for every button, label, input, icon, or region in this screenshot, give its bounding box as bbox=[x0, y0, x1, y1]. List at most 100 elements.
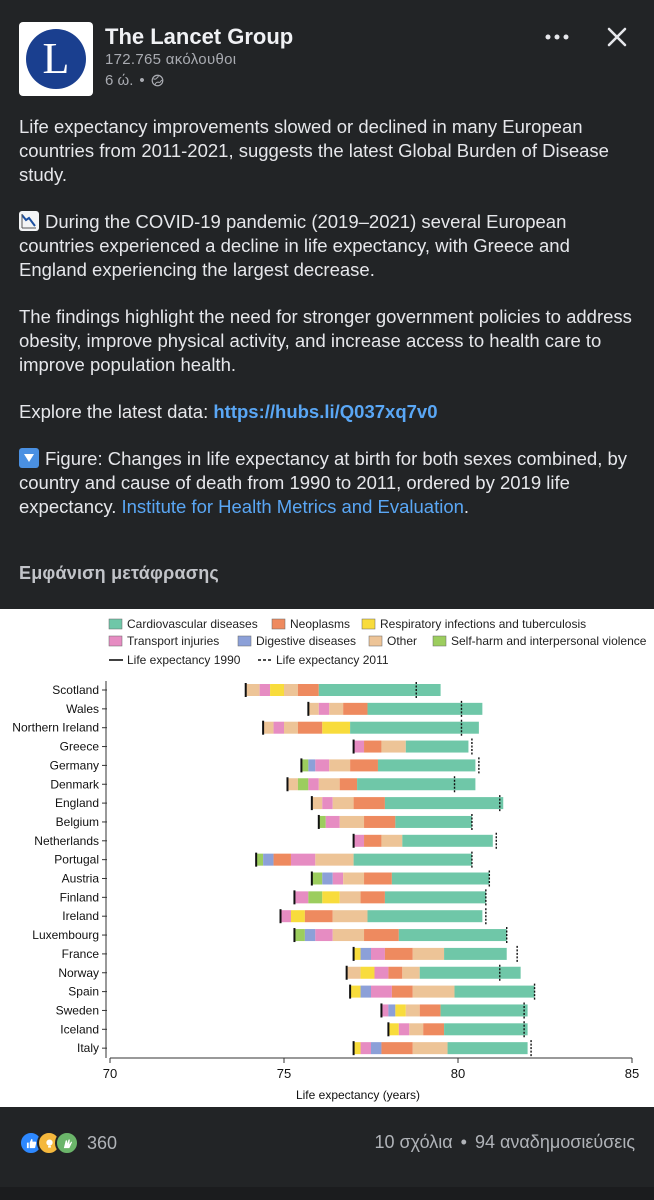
ihme-link[interactable]: Institute for Health Metrics and Evaluat… bbox=[121, 496, 464, 517]
country-row: England bbox=[55, 795, 504, 812]
country-label: Netherlands bbox=[34, 834, 99, 848]
bar-segment bbox=[371, 947, 385, 960]
reactions-summary[interactable]: 360 bbox=[19, 1131, 117, 1155]
engagement-stats: 10 σχόλια • 94 αναδημοσιεύσεις bbox=[374, 1132, 635, 1153]
caption-end: . bbox=[463, 496, 470, 517]
country-row: Finland bbox=[60, 889, 487, 906]
country-row: Luxembourg bbox=[32, 927, 508, 944]
bar-segment bbox=[273, 853, 291, 866]
country-label: Sweden bbox=[56, 1003, 99, 1017]
figure-caption: Figure: Changes in life expectancy at bi… bbox=[19, 448, 628, 517]
bar-segment bbox=[423, 1023, 445, 1036]
bar-segment bbox=[371, 1042, 382, 1055]
country-label: Norway bbox=[58, 966, 99, 980]
post-time[interactable]: 6 ώ. bbox=[105, 72, 134, 89]
bar-segment bbox=[308, 778, 319, 791]
country-row: Italy bbox=[77, 1040, 532, 1057]
bar-segment bbox=[339, 778, 358, 791]
bar-segment bbox=[357, 778, 476, 791]
country-row: Belgium bbox=[56, 813, 473, 830]
bar-segment bbox=[290, 853, 316, 866]
legend-swatch bbox=[368, 635, 383, 647]
bar-segment bbox=[360, 947, 371, 960]
bar-segment bbox=[364, 872, 392, 885]
x-tick-label: 70 bbox=[103, 1066, 117, 1081]
legend-label: Life expectancy 2011 bbox=[276, 653, 389, 667]
legend-label: Life expectancy 1990 bbox=[127, 653, 241, 667]
bar-segment bbox=[360, 891, 385, 904]
bar-segment bbox=[263, 853, 274, 866]
bar-segment bbox=[353, 947, 361, 960]
bar-segment bbox=[405, 740, 469, 753]
country-label: Denmark bbox=[50, 777, 100, 791]
bar-segment bbox=[256, 853, 264, 866]
country-row: Iceland bbox=[60, 1021, 528, 1038]
bar-segment bbox=[391, 985, 413, 998]
legend-swatch bbox=[108, 635, 123, 647]
bar-segment bbox=[297, 721, 323, 734]
country-row: France bbox=[62, 945, 518, 962]
bar-segment bbox=[371, 985, 392, 998]
bottom-action-bar bbox=[0, 1187, 654, 1200]
country-label: Northern Ireland bbox=[12, 721, 99, 735]
country-row: Austria bbox=[62, 870, 491, 887]
bar-segment bbox=[315, 929, 333, 942]
see-translation-button[interactable]: Εμφάνιση μετάφρασης bbox=[19, 563, 219, 583]
country-row: Spain bbox=[68, 983, 536, 1000]
legend-label: Cardiovascular diseases bbox=[127, 617, 258, 631]
bar-segment bbox=[346, 966, 361, 979]
down-arrow-button-icon bbox=[19, 448, 39, 468]
bar-segment bbox=[388, 1023, 399, 1036]
legend-swatch bbox=[271, 618, 286, 630]
post-paragraph-1: Life expectancy improvements slowed or d… bbox=[19, 116, 609, 185]
close-icon[interactable] bbox=[606, 26, 628, 48]
x-tick-label: 80 bbox=[451, 1066, 465, 1081]
chart-decreasing-icon bbox=[19, 211, 39, 231]
country-row: Greece bbox=[60, 738, 473, 755]
bar-segment bbox=[364, 834, 382, 847]
country-row: Denmark bbox=[50, 776, 476, 793]
bar-segment bbox=[402, 834, 493, 847]
country-row: Ireland bbox=[62, 908, 487, 925]
page-avatar[interactable]: L bbox=[19, 22, 93, 96]
chart-axes: 70 75 80 85 Life expectancy (years) bbox=[103, 681, 639, 1102]
country-label: Ireland bbox=[62, 909, 99, 923]
page-name[interactable]: The Lancet Group bbox=[105, 24, 294, 49]
data-link[interactable]: https://hubs.li/Q037xq7v0 bbox=[213, 401, 438, 422]
x-axis-label: Life expectancy (years) bbox=[296, 1088, 420, 1102]
bar-segment bbox=[353, 1042, 361, 1055]
more-options-icon[interactable] bbox=[544, 24, 570, 50]
comments-count[interactable]: 10 σχόλια bbox=[374, 1132, 453, 1152]
bar-segment bbox=[270, 684, 284, 696]
bar-segment bbox=[322, 721, 351, 734]
legend-label: Digestive diseases bbox=[256, 634, 356, 648]
bar-segment bbox=[360, 1042, 371, 1055]
post-paragraph-2: During the COVID-19 pandemic (2019–2021)… bbox=[19, 210, 637, 282]
bar-segment bbox=[364, 740, 382, 753]
bar-segment bbox=[360, 985, 371, 998]
legend-label: Self-harm and interpersonal violence bbox=[451, 634, 647, 648]
bar-segment bbox=[412, 985, 455, 998]
explore-label: Explore the latest data: bbox=[19, 401, 214, 422]
country-row: Norway bbox=[58, 964, 521, 981]
bar-segment bbox=[311, 797, 323, 810]
bar-segment bbox=[419, 1004, 441, 1017]
country-row: Scotland bbox=[52, 682, 441, 698]
bar-segment bbox=[332, 910, 368, 923]
bar-segment bbox=[332, 872, 344, 885]
bar-segment bbox=[294, 891, 309, 904]
bar-segment bbox=[287, 778, 298, 791]
country-label: Italy bbox=[77, 1041, 99, 1055]
bar-segment bbox=[315, 853, 354, 866]
bar-segment bbox=[304, 910, 333, 923]
bar-segment bbox=[329, 759, 351, 772]
bar-segment bbox=[395, 815, 472, 828]
bar-segment bbox=[322, 891, 340, 904]
bar-segment bbox=[391, 872, 490, 885]
shares-count[interactable]: 94 αναδημοσιεύσεις bbox=[474, 1132, 635, 1152]
bar-segment bbox=[332, 929, 365, 942]
bar-segment bbox=[398, 1023, 410, 1036]
post-image[interactable]: Cardiovascular diseases Neoplasms Respirat… bbox=[0, 609, 654, 1107]
bar-segment bbox=[273, 721, 284, 734]
country-label: France bbox=[62, 947, 100, 961]
